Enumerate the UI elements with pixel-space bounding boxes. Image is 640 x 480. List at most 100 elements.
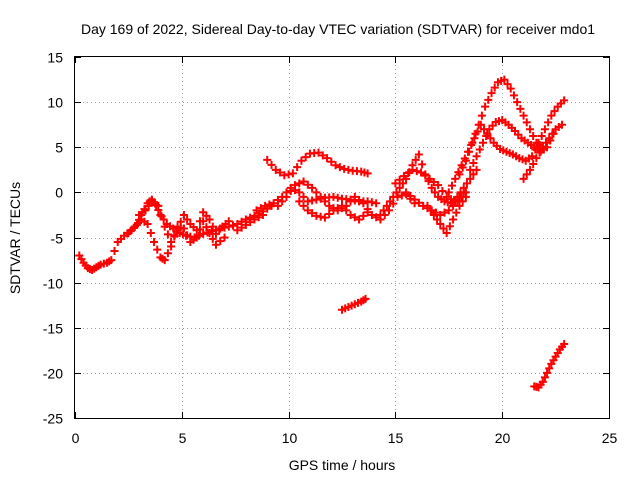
data-point	[150, 238, 159, 247]
data-point	[468, 138, 477, 147]
data-point	[529, 159, 538, 168]
data-point	[490, 83, 499, 92]
data-point	[208, 222, 217, 231]
data-point	[342, 206, 351, 215]
data-point	[329, 206, 338, 215]
y-tick-label: 5	[55, 140, 63, 156]
x-tick-label: 15	[388, 430, 404, 446]
x-tick-label: 20	[495, 430, 511, 446]
data-point	[442, 228, 451, 237]
series-arc-e	[263, 148, 372, 180]
data-point	[144, 201, 153, 210]
data-point	[90, 264, 99, 273]
data-point	[355, 215, 364, 224]
data-point	[282, 192, 291, 201]
y-tick-label: -15	[43, 321, 63, 337]
data-point	[263, 155, 272, 164]
data-point	[176, 217, 185, 226]
data-point	[414, 198, 423, 207]
series-arc-h	[338, 294, 370, 314]
data-point	[256, 204, 265, 213]
data-point	[318, 151, 327, 160]
x-tick-label: 0	[72, 430, 80, 446]
data-point	[265, 200, 274, 209]
y-tick-label: 0	[55, 185, 63, 201]
data-point	[271, 165, 280, 174]
data-point	[501, 118, 510, 127]
data-point	[355, 196, 364, 205]
data-point	[461, 192, 470, 201]
data-point	[389, 192, 398, 201]
data-point	[258, 210, 267, 219]
data-point	[402, 188, 411, 197]
data-point	[525, 165, 534, 174]
data-point	[410, 195, 419, 204]
data-point	[397, 191, 406, 200]
data-point	[173, 224, 182, 233]
data-point	[94, 261, 103, 270]
data-point	[549, 129, 558, 138]
data-point	[455, 201, 464, 210]
data-point	[333, 193, 342, 202]
data-point	[417, 168, 426, 177]
data-point	[160, 222, 169, 231]
data-point	[350, 213, 359, 222]
data-point	[183, 215, 192, 224]
data-point	[267, 160, 276, 169]
data-point	[140, 217, 149, 226]
data-point	[482, 131, 491, 140]
series-arc-j	[391, 165, 468, 206]
data-point	[546, 136, 555, 145]
data-point	[367, 198, 376, 207]
data-point	[444, 188, 453, 197]
y-axis-label: SDTVAR / TECUs	[7, 182, 23, 294]
data-point	[472, 152, 481, 161]
data-point	[512, 152, 521, 161]
data-point	[509, 91, 518, 100]
series-arc-c	[135, 197, 267, 247]
data-point	[367, 210, 376, 219]
data-point	[470, 134, 479, 143]
data-point	[391, 179, 400, 188]
data-point	[451, 174, 460, 183]
data-point	[461, 156, 470, 165]
data-point	[320, 197, 329, 206]
data-point	[522, 118, 531, 127]
data-point	[379, 206, 388, 215]
data-point	[466, 165, 475, 174]
y-tick-label: -10	[43, 276, 63, 292]
data-point	[153, 245, 162, 254]
data-point	[170, 231, 179, 240]
data-point	[408, 165, 417, 174]
data-point	[499, 146, 508, 155]
data-point	[346, 197, 355, 206]
data-point	[426, 206, 435, 215]
data-point	[423, 201, 432, 210]
data-point	[359, 211, 368, 220]
data-point	[273, 201, 282, 210]
data-point	[338, 201, 346, 210]
data-point	[327, 157, 336, 166]
data-point	[179, 210, 188, 219]
data-point	[269, 199, 278, 208]
data-point	[497, 76, 506, 85]
data-point	[465, 147, 474, 156]
data-point	[507, 123, 516, 132]
data-point	[541, 138, 550, 147]
x-tick-label: 10	[282, 430, 298, 446]
data-point	[138, 208, 147, 217]
data-point	[299, 201, 308, 210]
data-point	[488, 121, 497, 130]
data-point	[220, 233, 229, 242]
data-point	[347, 301, 356, 310]
data-point	[241, 220, 250, 229]
data-point	[167, 238, 176, 247]
data-point	[556, 99, 565, 108]
data-point	[429, 177, 438, 186]
data-point	[503, 80, 512, 89]
x-axis-tick-labels: 0 5 10 15 20 25	[72, 430, 618, 446]
axis-ticks	[75, 57, 610, 419]
y-tick-label: -20	[43, 366, 63, 382]
data-point	[354, 298, 363, 307]
data-point	[524, 154, 533, 163]
